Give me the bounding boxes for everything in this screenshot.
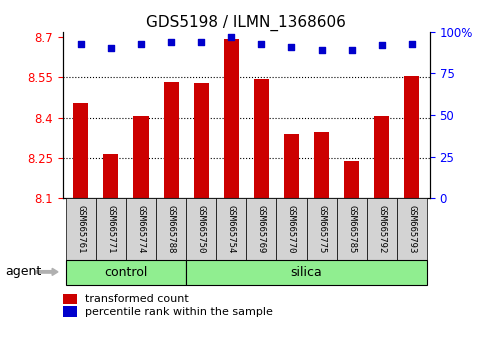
Bar — [404, 76, 419, 198]
Bar — [246, 198, 276, 260]
Bar — [314, 132, 329, 198]
Bar — [337, 198, 367, 260]
Text: GSM665771: GSM665771 — [106, 205, 115, 253]
Bar — [103, 154, 118, 198]
Bar — [96, 198, 126, 260]
Text: transformed count: transformed count — [85, 294, 188, 304]
Bar — [194, 83, 209, 198]
Point — [257, 41, 265, 46]
Bar — [397, 198, 427, 260]
Point — [318, 47, 326, 53]
Point — [287, 44, 295, 50]
Point — [167, 39, 175, 45]
Bar — [133, 116, 149, 198]
Text: GSM665750: GSM665750 — [197, 205, 206, 253]
Text: GSM665775: GSM665775 — [317, 205, 326, 253]
Text: GSM665774: GSM665774 — [137, 205, 145, 253]
Bar — [216, 198, 246, 260]
Point — [227, 34, 235, 40]
Text: silica: silica — [291, 266, 322, 279]
Text: GSM665792: GSM665792 — [377, 205, 386, 253]
Bar — [186, 260, 427, 285]
Text: GSM665754: GSM665754 — [227, 205, 236, 253]
Bar — [66, 260, 186, 285]
Text: GSM665770: GSM665770 — [287, 205, 296, 253]
Bar — [254, 79, 269, 198]
Point — [378, 42, 385, 48]
Bar — [186, 198, 216, 260]
Bar — [307, 198, 337, 260]
Point — [77, 41, 85, 46]
Title: GDS5198 / ILMN_1368606: GDS5198 / ILMN_1368606 — [146, 14, 346, 30]
Point — [137, 41, 145, 46]
Point — [107, 46, 115, 51]
Bar — [164, 81, 179, 198]
Point — [408, 41, 416, 46]
Text: GSM665761: GSM665761 — [76, 205, 85, 253]
Bar — [344, 161, 359, 198]
Text: GSM665769: GSM665769 — [257, 205, 266, 253]
Bar — [66, 198, 96, 260]
Text: GSM665785: GSM665785 — [347, 205, 356, 253]
Text: percentile rank within the sample: percentile rank within the sample — [85, 307, 272, 316]
Bar — [224, 39, 239, 198]
Bar — [374, 116, 389, 198]
Bar — [126, 198, 156, 260]
Text: GSM665793: GSM665793 — [407, 205, 416, 253]
Bar — [367, 198, 397, 260]
Bar — [156, 198, 186, 260]
Point — [348, 47, 355, 53]
Point — [198, 39, 205, 45]
Text: GSM665788: GSM665788 — [167, 205, 176, 253]
Text: control: control — [104, 266, 148, 279]
Bar — [73, 103, 88, 198]
Bar — [284, 134, 299, 198]
Text: agent: agent — [5, 266, 41, 278]
Bar — [276, 198, 307, 260]
